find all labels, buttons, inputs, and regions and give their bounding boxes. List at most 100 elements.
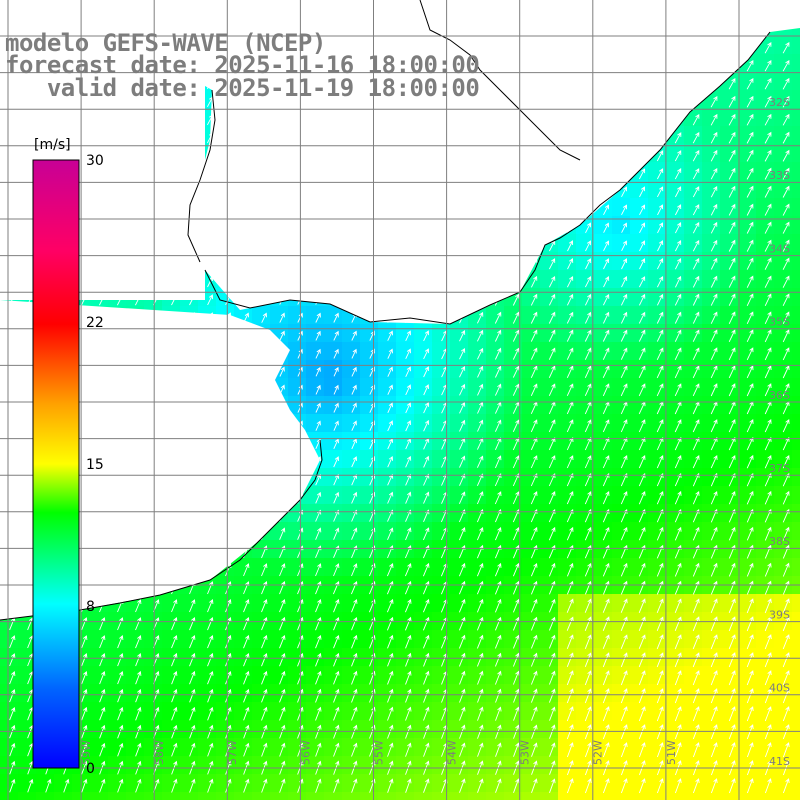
field-cell — [414, 612, 432, 630]
wind-arrow — [728, 688, 736, 704]
wind-arrow — [459, 383, 466, 396]
wind-arrow — [782, 185, 790, 198]
wind-arrow — [117, 742, 124, 757]
field-cell — [576, 396, 594, 414]
field-cell — [108, 756, 126, 774]
field-cell — [684, 558, 702, 576]
wind-arrow — [710, 688, 718, 704]
field-cell — [630, 684, 648, 702]
wind-arrow — [405, 652, 412, 667]
field-cell — [774, 126, 792, 144]
field-cell — [522, 774, 540, 792]
field-cell — [288, 738, 306, 756]
field-cell — [756, 234, 774, 252]
field-cell — [792, 324, 800, 342]
field-cell — [792, 180, 800, 198]
field-cell — [594, 558, 612, 576]
field-cell — [306, 630, 324, 648]
wind-arrow — [656, 562, 664, 577]
wind-arrow — [602, 293, 610, 306]
wind-arrow — [746, 526, 754, 541]
wind-arrow — [530, 275, 538, 288]
wind-arrow — [728, 149, 736, 162]
wind-arrow — [566, 598, 574, 613]
field-cell — [648, 306, 666, 324]
wind-arrow — [656, 490, 664, 505]
field-cell — [162, 594, 180, 612]
field-cell — [702, 378, 720, 396]
wind-arrow — [566, 688, 574, 704]
field-cell — [216, 684, 234, 702]
field-cell — [774, 414, 792, 432]
field-cell — [360, 468, 378, 486]
field-cell — [684, 756, 702, 774]
lon-label: 57W — [226, 740, 239, 765]
field-cell — [432, 360, 450, 378]
field-cell — [198, 792, 216, 804]
wind-arrow — [584, 562, 592, 577]
wind-arrow — [782, 580, 790, 595]
wind-arrow — [243, 706, 250, 721]
field-cell — [684, 198, 702, 216]
wind-arrow — [710, 598, 718, 613]
wind-arrow — [656, 419, 664, 433]
field-cell — [630, 288, 648, 306]
wind-arrow — [782, 95, 790, 108]
wind-arrow — [135, 724, 142, 739]
wind-arrow — [728, 275, 736, 288]
field-cell — [594, 522, 612, 540]
field-cell — [612, 360, 630, 378]
colorbar-tick-label: 8 — [86, 599, 95, 615]
wind-arrow — [746, 131, 754, 144]
wind-arrow — [189, 635, 196, 649]
field-cell — [666, 792, 684, 804]
wind-arrow — [710, 185, 718, 198]
wind-arrow — [207, 617, 214, 631]
wind-arrow — [728, 77, 736, 90]
field-cell — [414, 630, 432, 648]
wind-arrow — [674, 724, 682, 740]
field-cell — [720, 684, 738, 702]
wind-arrow — [710, 131, 718, 144]
wind-arrow — [656, 347, 664, 360]
wind-arrow — [656, 652, 664, 668]
wind-arrow — [692, 580, 700, 595]
field-cell — [684, 378, 702, 396]
field-cell — [738, 468, 756, 486]
wind-arrow — [171, 635, 178, 649]
wind-arrow — [602, 562, 610, 577]
wind-arrow — [81, 778, 88, 793]
field-cell — [432, 738, 450, 756]
wind-arrow — [171, 778, 178, 793]
field-cell — [630, 414, 648, 432]
wind-arrow — [728, 239, 736, 252]
field-cell — [540, 450, 558, 468]
field-cell — [324, 594, 342, 612]
field-cell — [666, 396, 684, 414]
field-cell — [414, 522, 432, 540]
wind-arrow — [458, 580, 466, 595]
field-cell — [774, 216, 792, 234]
field-cell — [450, 504, 468, 522]
field-cell — [396, 702, 414, 720]
wind-arrow — [135, 599, 142, 613]
wind-arrow — [764, 221, 772, 234]
field-cell — [450, 432, 468, 450]
field-cell — [504, 360, 522, 378]
field-cell — [648, 486, 666, 504]
field-cell — [432, 630, 450, 648]
wind-arrow — [459, 473, 466, 486]
field-cell — [288, 648, 306, 666]
wind-arrow — [656, 329, 664, 342]
field-cell — [558, 630, 576, 648]
field-cell — [774, 90, 792, 108]
wind-arrow — [674, 778, 682, 794]
wind-arrow — [63, 778, 70, 793]
wind-arrow — [387, 491, 394, 504]
wind-arrow — [225, 688, 232, 703]
field-cell — [396, 522, 414, 540]
field-cell — [378, 432, 396, 450]
field-cell — [522, 756, 540, 774]
wind-arrow — [81, 724, 88, 739]
